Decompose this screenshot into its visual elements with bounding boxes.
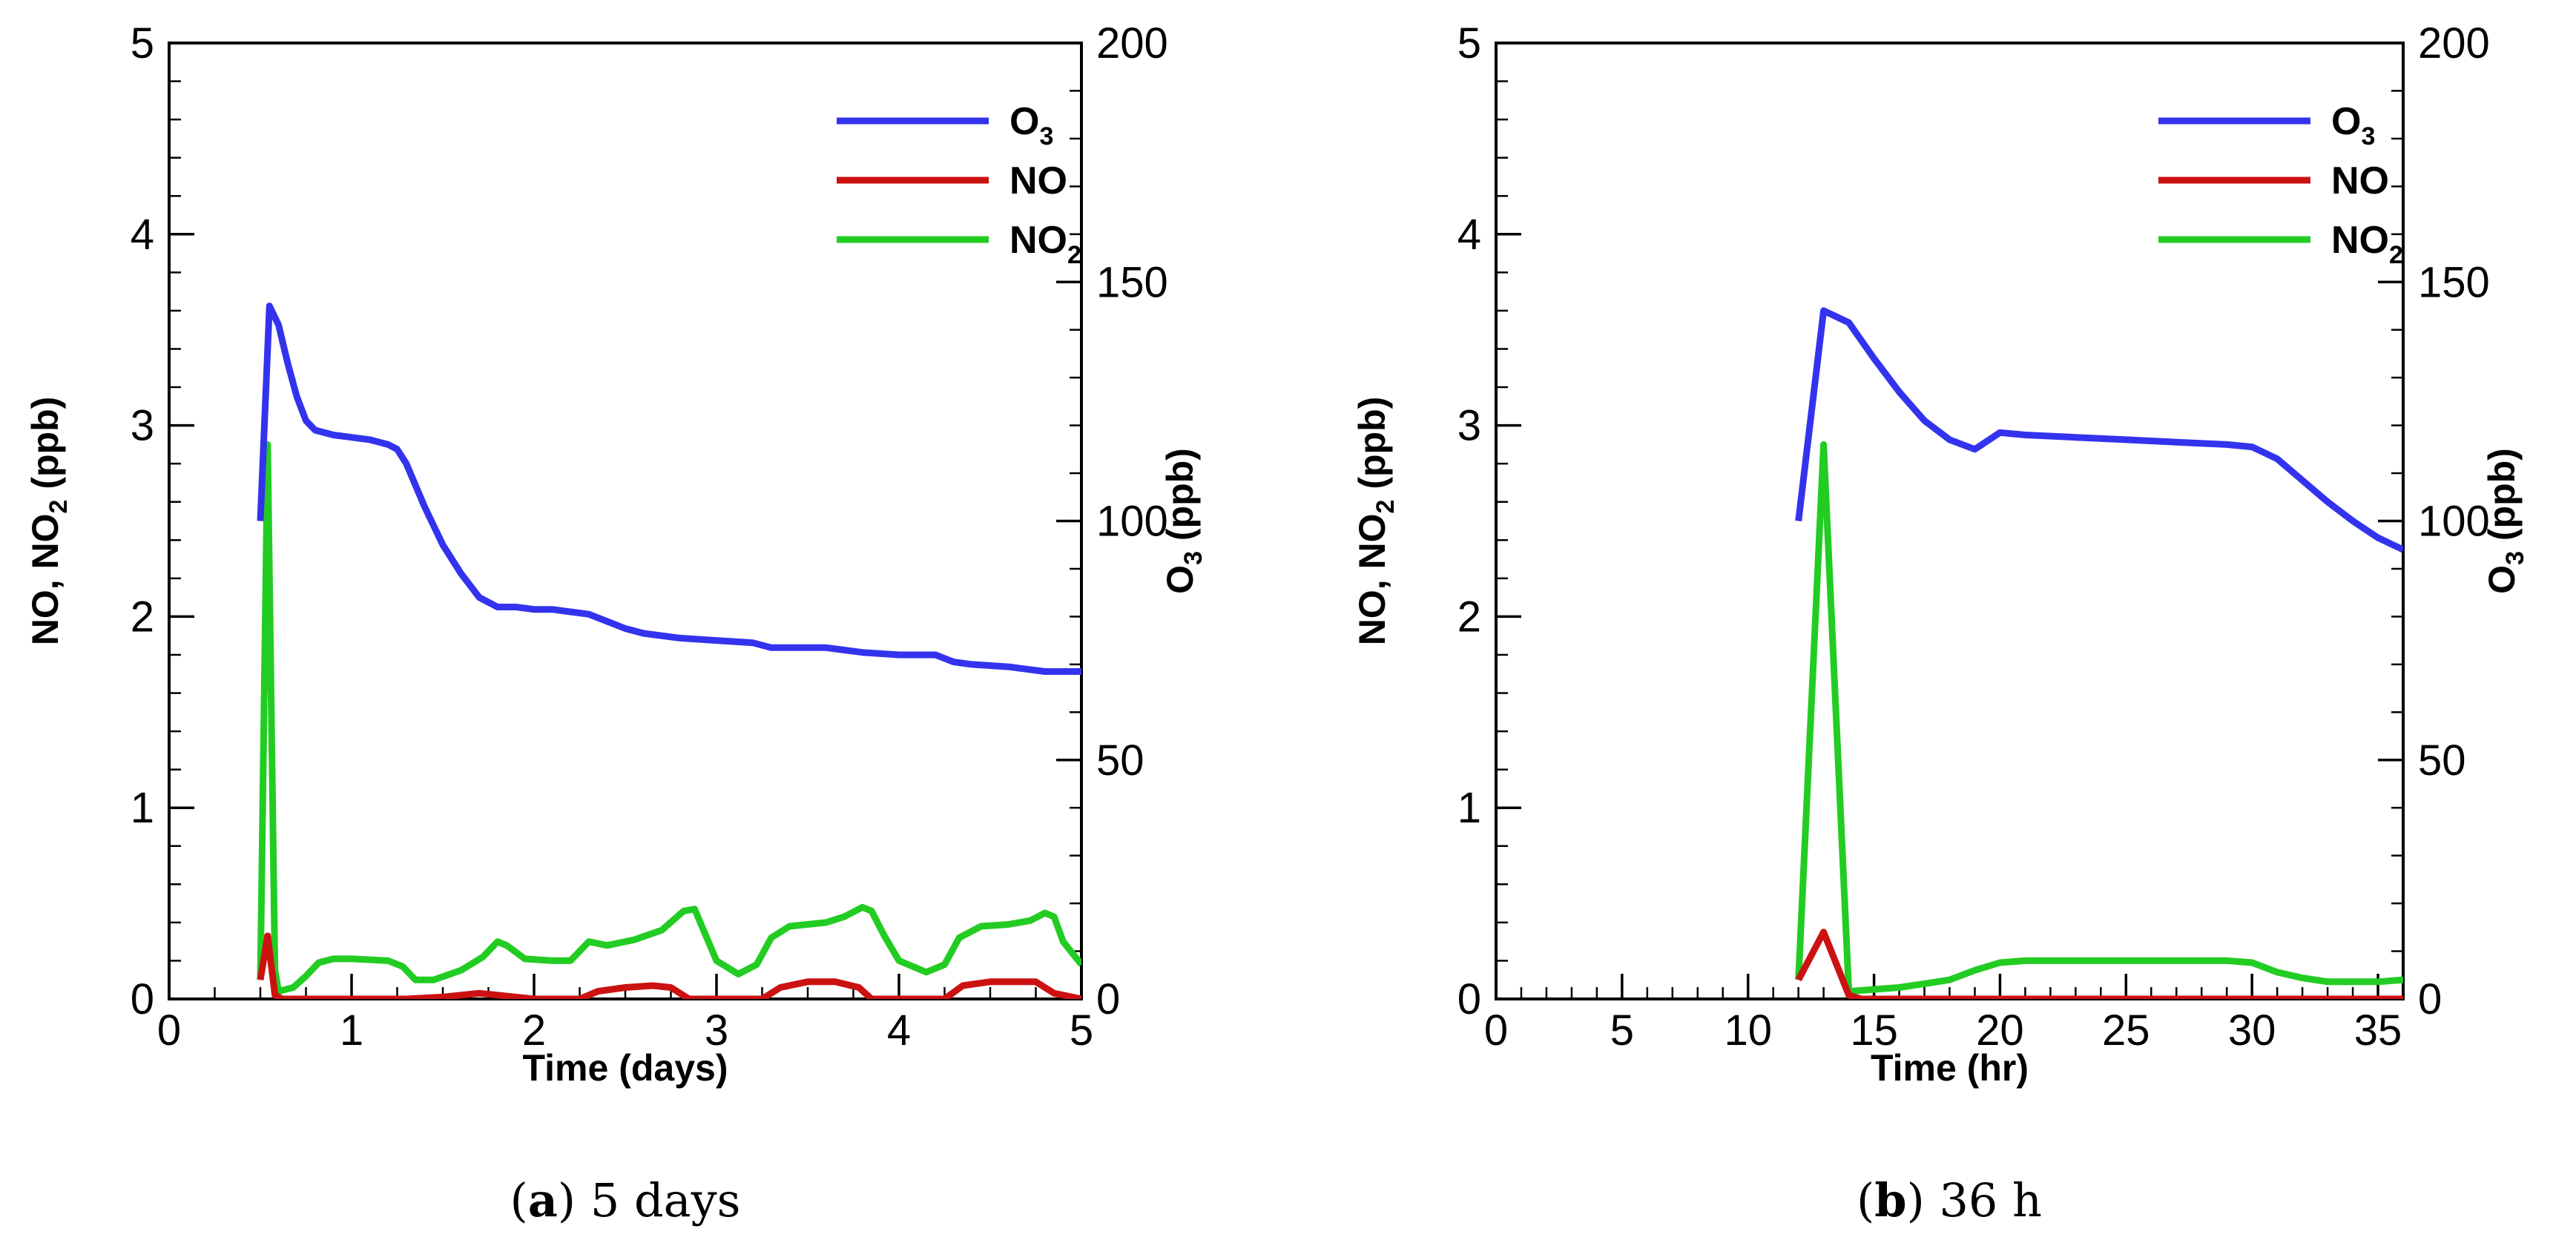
x-tick-label: 20 <box>1976 1006 2024 1055</box>
plot-frame <box>1495 42 2405 1000</box>
y-left-tick-label: 1 <box>131 784 154 832</box>
y-right-tick-label: 100 <box>1096 498 1168 546</box>
x-tick-label: 0 <box>1484 1006 1508 1055</box>
y-right-tick-label: 50 <box>2418 736 2466 785</box>
y-left-tick-label: 3 <box>1457 402 1481 450</box>
y-right-tick-label: 200 <box>2418 19 2490 67</box>
y-right-tick-label: 50 <box>1096 736 1144 785</box>
y-left-tick-label: 2 <box>131 593 154 641</box>
y-right-axis-title: O3 (ppb) <box>1159 448 1208 594</box>
y-right-tick-label: 0 <box>2418 975 2442 1023</box>
y-left-tick-label: 2 <box>1457 593 1481 641</box>
y-left-tick-label: 4 <box>131 211 154 259</box>
y-left-tick-label: 5 <box>1457 19 1481 67</box>
x-tick-label: 1 <box>340 1006 363 1055</box>
y-right-tick-label: 150 <box>1096 258 1168 306</box>
x-axis-title: Time (hr) <box>1871 1047 2029 1089</box>
legend-label-no: NO <box>1009 159 1067 202</box>
x-tick-label: 3 <box>705 1006 728 1055</box>
y-left-axis-title: NO, NO2 (ppb) <box>1351 397 1400 646</box>
series-line-no <box>257 932 1081 999</box>
y-left-tick-label: 0 <box>131 975 154 1023</box>
series-line-no2 <box>1795 441 2403 995</box>
y-right-tick-label: 150 <box>2418 258 2490 306</box>
plot-frame <box>168 42 1083 1000</box>
y-right-tick-label: 0 <box>1096 975 1120 1023</box>
x-axis-title: Time (days) <box>523 1047 728 1089</box>
caption: (a) 5 days <box>510 1173 741 1227</box>
y-right-tick-label: 200 <box>1096 19 1168 67</box>
series-line-no2 <box>257 441 1081 995</box>
legend-label-no2: NO2 <box>1009 219 1081 269</box>
x-tick-label: 15 <box>1850 1006 1898 1055</box>
y-left-tick-label: 5 <box>131 19 154 67</box>
x-tick-label: 5 <box>1070 1006 1093 1055</box>
x-tick-label: 2 <box>522 1006 546 1055</box>
legend-label-o3: O3 <box>1009 100 1053 151</box>
x-tick-label: 25 <box>2102 1006 2150 1055</box>
y-left-tick-label: 1 <box>1457 784 1481 832</box>
x-tick-label: 35 <box>2354 1006 2402 1055</box>
y-left-tick-label: 3 <box>131 402 154 450</box>
series-line-o3 <box>1795 307 2403 553</box>
x-tick-label: 5 <box>1610 1006 1634 1055</box>
x-tick-label: 10 <box>1724 1006 1772 1055</box>
x-tick-label: 30 <box>2228 1006 2276 1055</box>
caption: (b) 36 h <box>1857 1173 2042 1227</box>
y-right-axis-title: O3 (ppb) <box>2481 448 2529 594</box>
y-right-tick-label: 100 <box>2418 498 2490 546</box>
series-line-o3 <box>257 303 1081 675</box>
x-tick-label: 0 <box>157 1006 181 1055</box>
legend-label-no2: NO2 <box>2331 219 2403 269</box>
x-tick-label: 4 <box>887 1006 911 1055</box>
y-left-tick-label: 4 <box>1457 211 1481 259</box>
y-left-axis-title: NO, NO2 (ppb) <box>24 397 73 646</box>
y-left-tick-label: 0 <box>1457 975 1481 1023</box>
legend-label-o3: O3 <box>2331 100 2375 151</box>
legend-label-no: NO <box>2331 159 2389 202</box>
series-line-no <box>1795 929 2403 999</box>
